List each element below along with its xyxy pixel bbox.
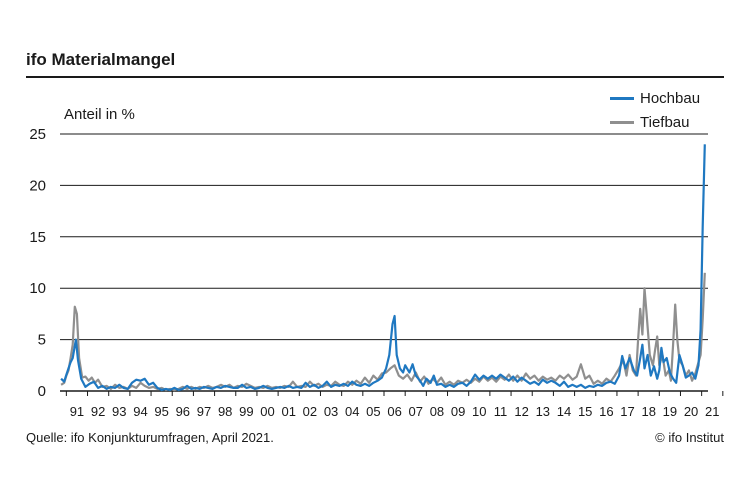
x-tick-label-17: 17 xyxy=(620,404,634,419)
x-tick-label-03: 03 xyxy=(324,404,338,419)
y-tick-label-25: 25 xyxy=(29,126,46,143)
copyright-note: © ifo Institut xyxy=(655,430,724,445)
series-line-hochbau xyxy=(60,144,706,392)
x-tick-label-95: 95 xyxy=(154,404,168,419)
x-tick-label-21: 21 xyxy=(705,404,719,419)
x-tick-label-14: 14 xyxy=(557,404,571,419)
x-tick-label-19: 19 xyxy=(663,404,677,419)
legend: Hochbau Tiefbau xyxy=(610,86,700,134)
y-axis-label: Anteil in % xyxy=(64,106,135,123)
x-tick-label-04: 04 xyxy=(345,404,359,419)
x-tick-label-08: 08 xyxy=(430,404,444,419)
y-tick-label-15: 15 xyxy=(29,229,46,246)
legend-swatch-hochbau xyxy=(610,96,634,100)
x-tick-label-96: 96 xyxy=(176,404,190,419)
series-line-tiefbau xyxy=(60,272,706,392)
x-tick-label-15: 15 xyxy=(578,404,592,419)
legend-label-hochbau: Hochbau xyxy=(640,89,701,107)
legend-item-tiefbau: Tiefbau xyxy=(610,110,700,134)
y-tick-label-10: 10 xyxy=(29,280,46,297)
legend-label-tiefbau: Tiefbau xyxy=(640,113,690,131)
x-tick-label-12: 12 xyxy=(514,404,528,419)
y-tick-label-20: 20 xyxy=(29,177,46,194)
legend-swatch-tiefbau xyxy=(610,120,634,124)
x-tick-label-20: 20 xyxy=(684,404,698,419)
x-tick-label-97: 97 xyxy=(197,404,211,419)
x-tick-label-07: 07 xyxy=(409,404,423,419)
source-note: Quelle: ifo Konjunkturumfragen, April 20… xyxy=(26,430,274,445)
y-tick-label-0: 0 xyxy=(38,383,46,400)
x-tick-label-05: 05 xyxy=(366,404,380,419)
legend-item-hochbau: Hochbau xyxy=(610,86,700,110)
y-tick-label-5: 5 xyxy=(38,332,46,349)
x-tick-label-16: 16 xyxy=(599,404,613,419)
x-tick-label-94: 94 xyxy=(133,404,147,419)
x-tick-label-10: 10 xyxy=(472,404,486,419)
chart-title: ifo Materialmangel xyxy=(26,50,176,69)
x-tick-label-00: 00 xyxy=(260,404,274,419)
x-tick-label-93: 93 xyxy=(112,404,126,419)
x-tick-label-09: 09 xyxy=(451,404,465,419)
x-tick-label-99: 99 xyxy=(239,404,253,419)
x-tick-label-06: 06 xyxy=(387,404,401,419)
x-tick-label-13: 13 xyxy=(536,404,550,419)
x-tick-label-91: 91 xyxy=(70,404,84,419)
x-tick-label-01: 01 xyxy=(281,404,295,419)
x-tick-label-98: 98 xyxy=(218,404,232,419)
title-rule xyxy=(26,76,724,78)
x-tick-label-92: 92 xyxy=(91,404,105,419)
x-tick-label-18: 18 xyxy=(641,404,655,419)
x-tick-label-02: 02 xyxy=(303,404,317,419)
x-tick-label-11: 11 xyxy=(494,404,508,419)
